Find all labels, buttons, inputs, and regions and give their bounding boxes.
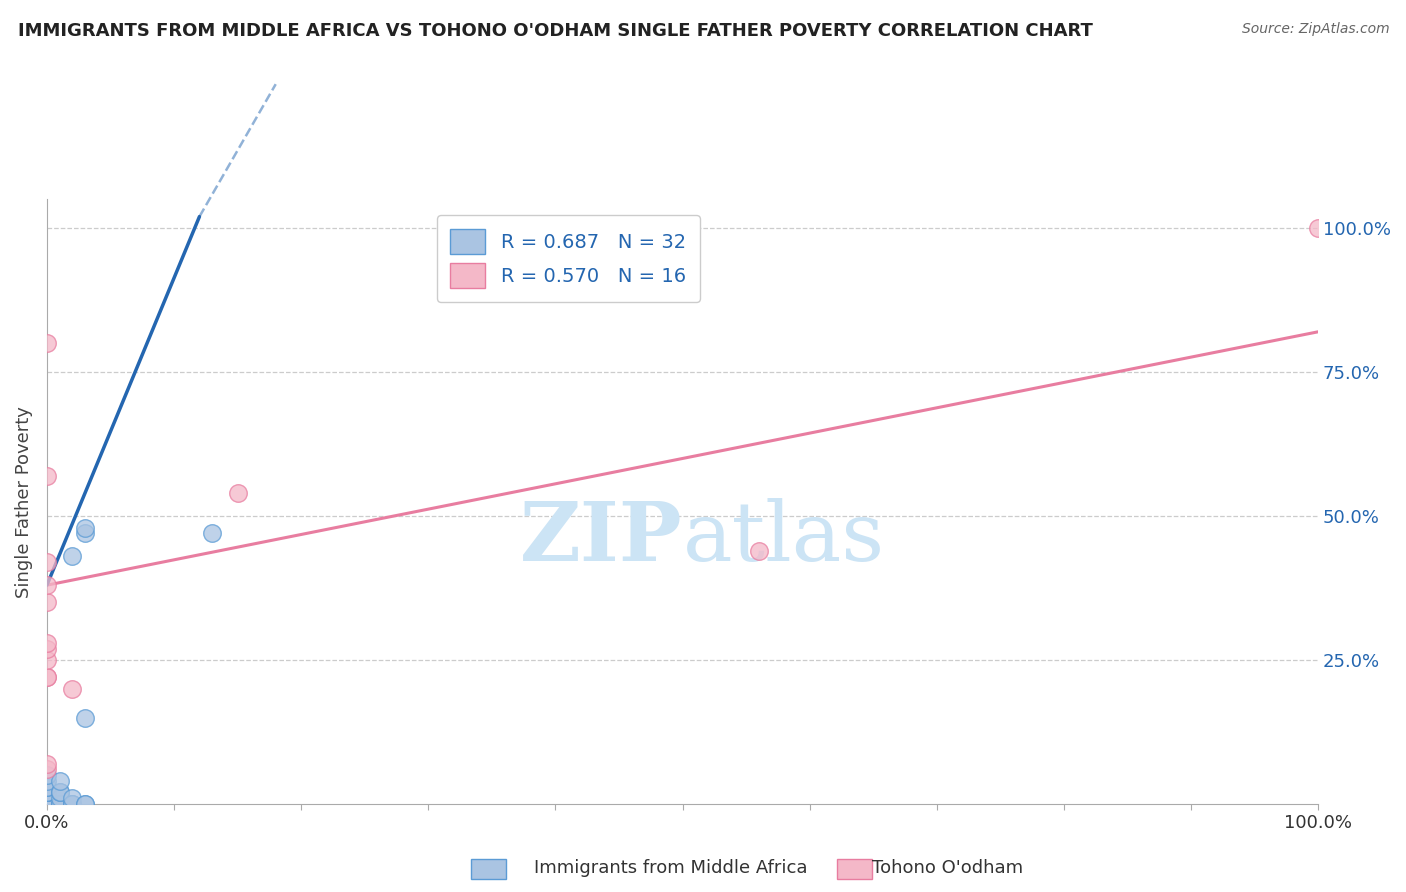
Point [35,785,58,799]
Point [60,797,83,811]
Point [35,797,58,811]
Point [48,774,70,789]
Point [60,797,83,811]
Text: IMMIGRANTS FROM MIDDLE AFRICA VS TOHONO O'ODHAM SINGLE FATHER POVERTY CORRELATIO: IMMIGRANTS FROM MIDDLE AFRICA VS TOHONO … [18,22,1092,40]
Point [35,785,58,799]
Point [201,526,224,541]
Point [35,780,58,794]
Point [35,780,58,794]
Point [60,797,83,811]
Text: Immigrants from Middle Africa: Immigrants from Middle Africa [534,859,808,877]
Point [35,791,58,805]
Point [35,468,58,483]
Point [60,791,83,805]
Point [35,636,58,650]
Point [48,785,70,799]
Point [35,670,58,684]
Point [35,670,58,684]
Point [35,756,58,771]
Point [73,526,96,541]
Point [73,520,96,534]
Text: Source: ZipAtlas.com: Source: ZipAtlas.com [1241,22,1389,37]
Point [48,797,70,811]
Point [35,785,58,799]
Point [73,710,96,724]
Point [226,486,249,500]
Point [60,549,83,564]
Point [35,797,58,811]
Text: ZIP: ZIP [520,498,682,578]
Point [35,641,58,656]
Point [35,763,58,777]
Point [73,797,96,811]
Text: Tohono O'odham: Tohono O'odham [872,859,1022,877]
Point [35,595,58,609]
Point [35,785,58,799]
Point [35,768,58,782]
Point [35,791,58,805]
Point [60,681,83,696]
Legend: R = 0.687   N = 32, R = 0.570   N = 16: R = 0.687 N = 32, R = 0.570 N = 16 [437,215,700,302]
Point [73,797,96,811]
Point [35,578,58,592]
Point [35,791,58,805]
Y-axis label: Single Father Poverty: Single Father Poverty [15,406,32,598]
Point [48,791,70,805]
Point [35,785,58,799]
Point [48,797,70,811]
Text: atlas: atlas [682,498,884,578]
Point [48,797,70,811]
Point [35,555,58,569]
Point [48,785,70,799]
Point [35,653,58,667]
Point [748,543,770,558]
Point [35,774,58,789]
Point [35,336,58,351]
Point [1308,221,1330,235]
